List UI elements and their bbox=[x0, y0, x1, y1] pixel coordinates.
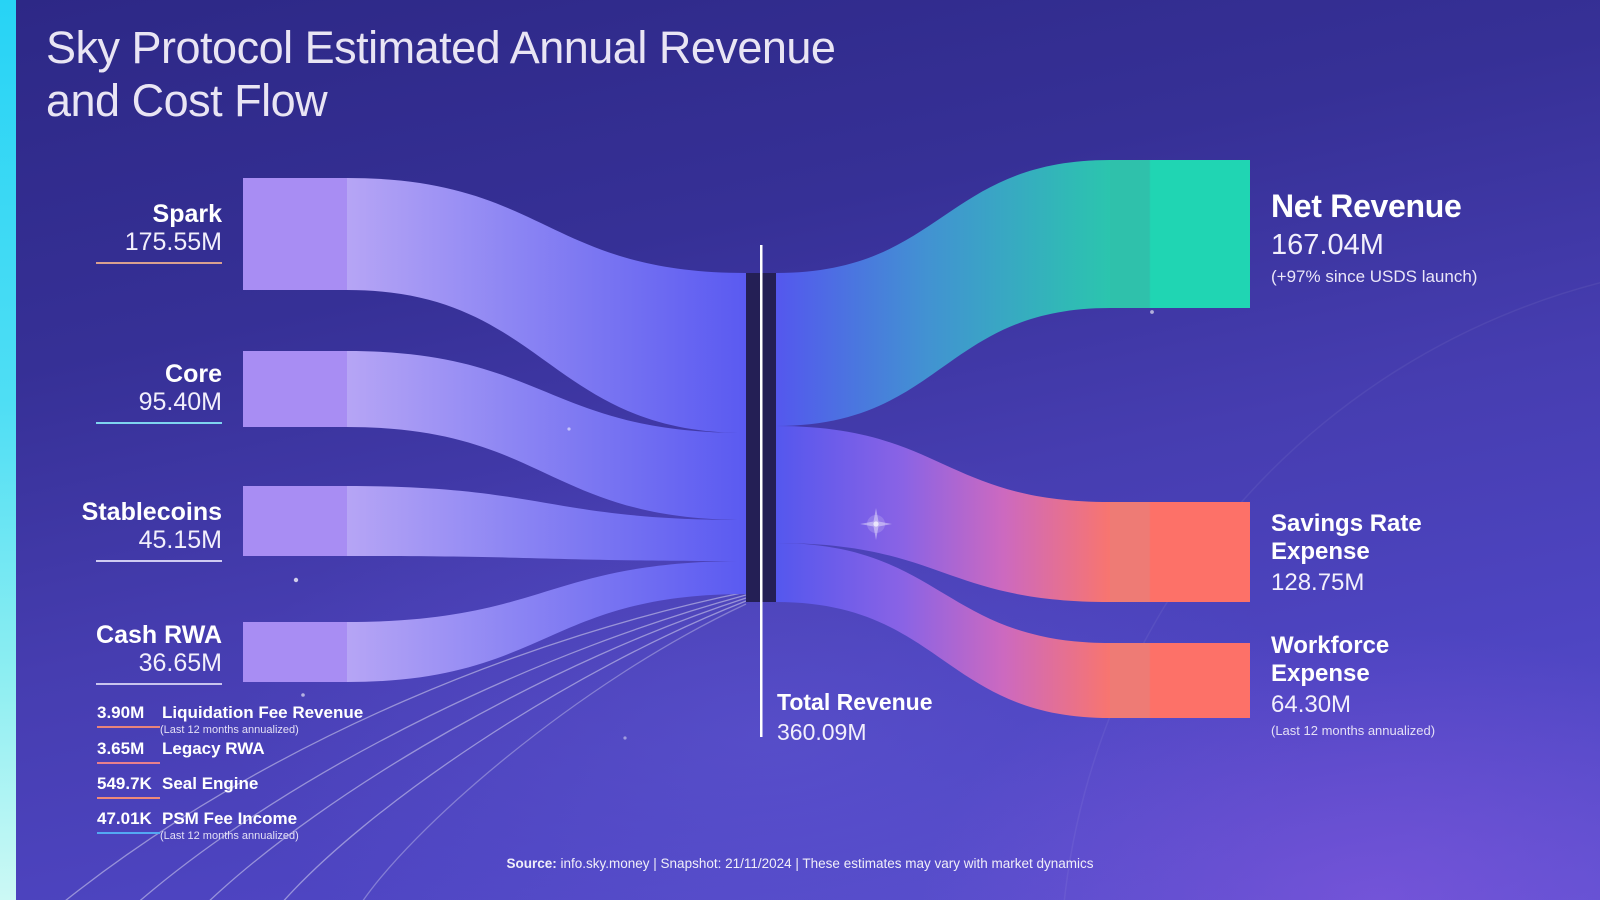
output-label-workforce-expense: Workforce Expense 64.30M (Last 12 months… bbox=[1271, 632, 1461, 738]
flow-cash-rwa bbox=[347, 561, 746, 682]
flow-savings-expense bbox=[776, 426, 1110, 602]
minor-value: 3.65M bbox=[97, 739, 145, 758]
output-note: (+97% since USDS launch) bbox=[1271, 267, 1478, 286]
output-value: 128.75M bbox=[1271, 569, 1365, 596]
minor-name: Liquidation Fee Revenue bbox=[162, 703, 364, 722]
node-workforce-expense bbox=[1110, 643, 1250, 718]
minor-source-seal-engine: 549.7K Seal Engine bbox=[97, 774, 258, 799]
left-accent-stripe bbox=[0, 0, 16, 900]
source-name: Core bbox=[165, 360, 222, 388]
source-label-spark: Spark 175.55M bbox=[58, 200, 222, 264]
minor-value: 549.7K bbox=[97, 774, 152, 793]
footer-source-label: Source: bbox=[506, 856, 557, 871]
source-underline bbox=[96, 683, 222, 685]
node-core bbox=[243, 351, 347, 427]
flow-workforce-expense bbox=[776, 543, 1110, 718]
minor-underline bbox=[97, 832, 160, 834]
source-name: Spark bbox=[152, 200, 222, 228]
page-title-line2: and Cost Flow bbox=[46, 74, 328, 126]
minor-name: PSM Fee Income bbox=[162, 809, 298, 828]
flow-stablecoins bbox=[347, 486, 746, 561]
minor-value: 47.01K bbox=[97, 809, 152, 828]
minor-source-flow-lines bbox=[65, 591, 747, 900]
source-value: 45.15M bbox=[138, 526, 222, 554]
minor-underline bbox=[97, 797, 160, 799]
node-spark bbox=[243, 178, 347, 290]
total-revenue-value: 360.09M bbox=[777, 719, 867, 745]
total-revenue-label: Total Revenue 360.09M bbox=[777, 689, 933, 746]
total-revenue-marker-line bbox=[760, 245, 763, 737]
total-revenue-name: Total Revenue bbox=[777, 689, 933, 715]
minor-value: 3.90M bbox=[97, 703, 145, 722]
output-value: 167.04M bbox=[1271, 229, 1384, 261]
node-stablecoins bbox=[243, 486, 347, 556]
source-label-stablecoins: Stablecoins 45.15M bbox=[58, 498, 222, 562]
minor-underline bbox=[97, 726, 160, 728]
source-underline bbox=[96, 560, 222, 562]
minor-name: Legacy RWA bbox=[162, 739, 265, 758]
output-label-savings-expense: Savings Rate Expense 128.75M bbox=[1271, 510, 1461, 597]
node-cash-rwa bbox=[243, 622, 347, 682]
minor-source-psm-fee: 47.01K PSM Fee Income (Last 12 months an… bbox=[97, 809, 299, 842]
minor-note: (Last 12 months annualized) bbox=[160, 724, 299, 736]
node-net-revenue bbox=[1110, 160, 1250, 308]
output-name: Workforce Expense bbox=[1271, 632, 1390, 687]
source-value: 95.40M bbox=[138, 388, 222, 416]
minor-source-legacy-rwa: 3.65M Legacy RWA bbox=[97, 739, 265, 764]
output-note: (Last 12 months annualized) bbox=[1271, 723, 1436, 738]
source-label-core: Core 95.40M bbox=[58, 360, 222, 424]
minor-name: Seal Engine bbox=[162, 774, 259, 793]
source-nodes bbox=[243, 178, 347, 682]
flow-net-revenue bbox=[776, 160, 1110, 426]
page-title: Sky Protocol Estimated Annual Revenue an… bbox=[46, 22, 836, 127]
sparkle-star bbox=[860, 508, 892, 540]
source-value: 175.55M bbox=[124, 228, 222, 256]
flow-core bbox=[347, 351, 746, 520]
output-label-net-revenue: Net Revenue 167.04M (+97% since USDS lau… bbox=[1271, 188, 1477, 287]
output-name: Net Revenue bbox=[1271, 188, 1462, 224]
flow-spark bbox=[347, 178, 746, 433]
minor-note: (Last 12 months annualized) bbox=[160, 830, 299, 842]
source-label-cash-rwa: Cash RWA 36.65M bbox=[58, 621, 222, 685]
node-savings-expense bbox=[1110, 502, 1250, 602]
sparkle-dots bbox=[293, 310, 1154, 740]
output-value: 64.30M bbox=[1271, 691, 1352, 718]
source-underline bbox=[96, 422, 222, 424]
source-name: Stablecoins bbox=[81, 498, 222, 526]
footer-source-text: info.sky.money | Snapshot: 21/11/2024 | … bbox=[556, 856, 1094, 871]
footer-source-line: Source: info.sky.money | Snapshot: 21/11… bbox=[0, 856, 1600, 871]
source-value: 36.65M bbox=[138, 649, 222, 677]
output-name: Savings Rate Expense bbox=[1271, 510, 1422, 565]
revenue-flows bbox=[347, 178, 746, 682]
page-title-line1: Sky Protocol Estimated Annual Revenue bbox=[46, 22, 836, 73]
minor-underline bbox=[97, 762, 160, 764]
source-name: Cash RWA bbox=[96, 621, 222, 649]
source-underline bbox=[96, 262, 222, 264]
minor-source-liquidation-fee: 3.90M Liquidation Fee Revenue (Last 12 m… bbox=[97, 703, 363, 736]
